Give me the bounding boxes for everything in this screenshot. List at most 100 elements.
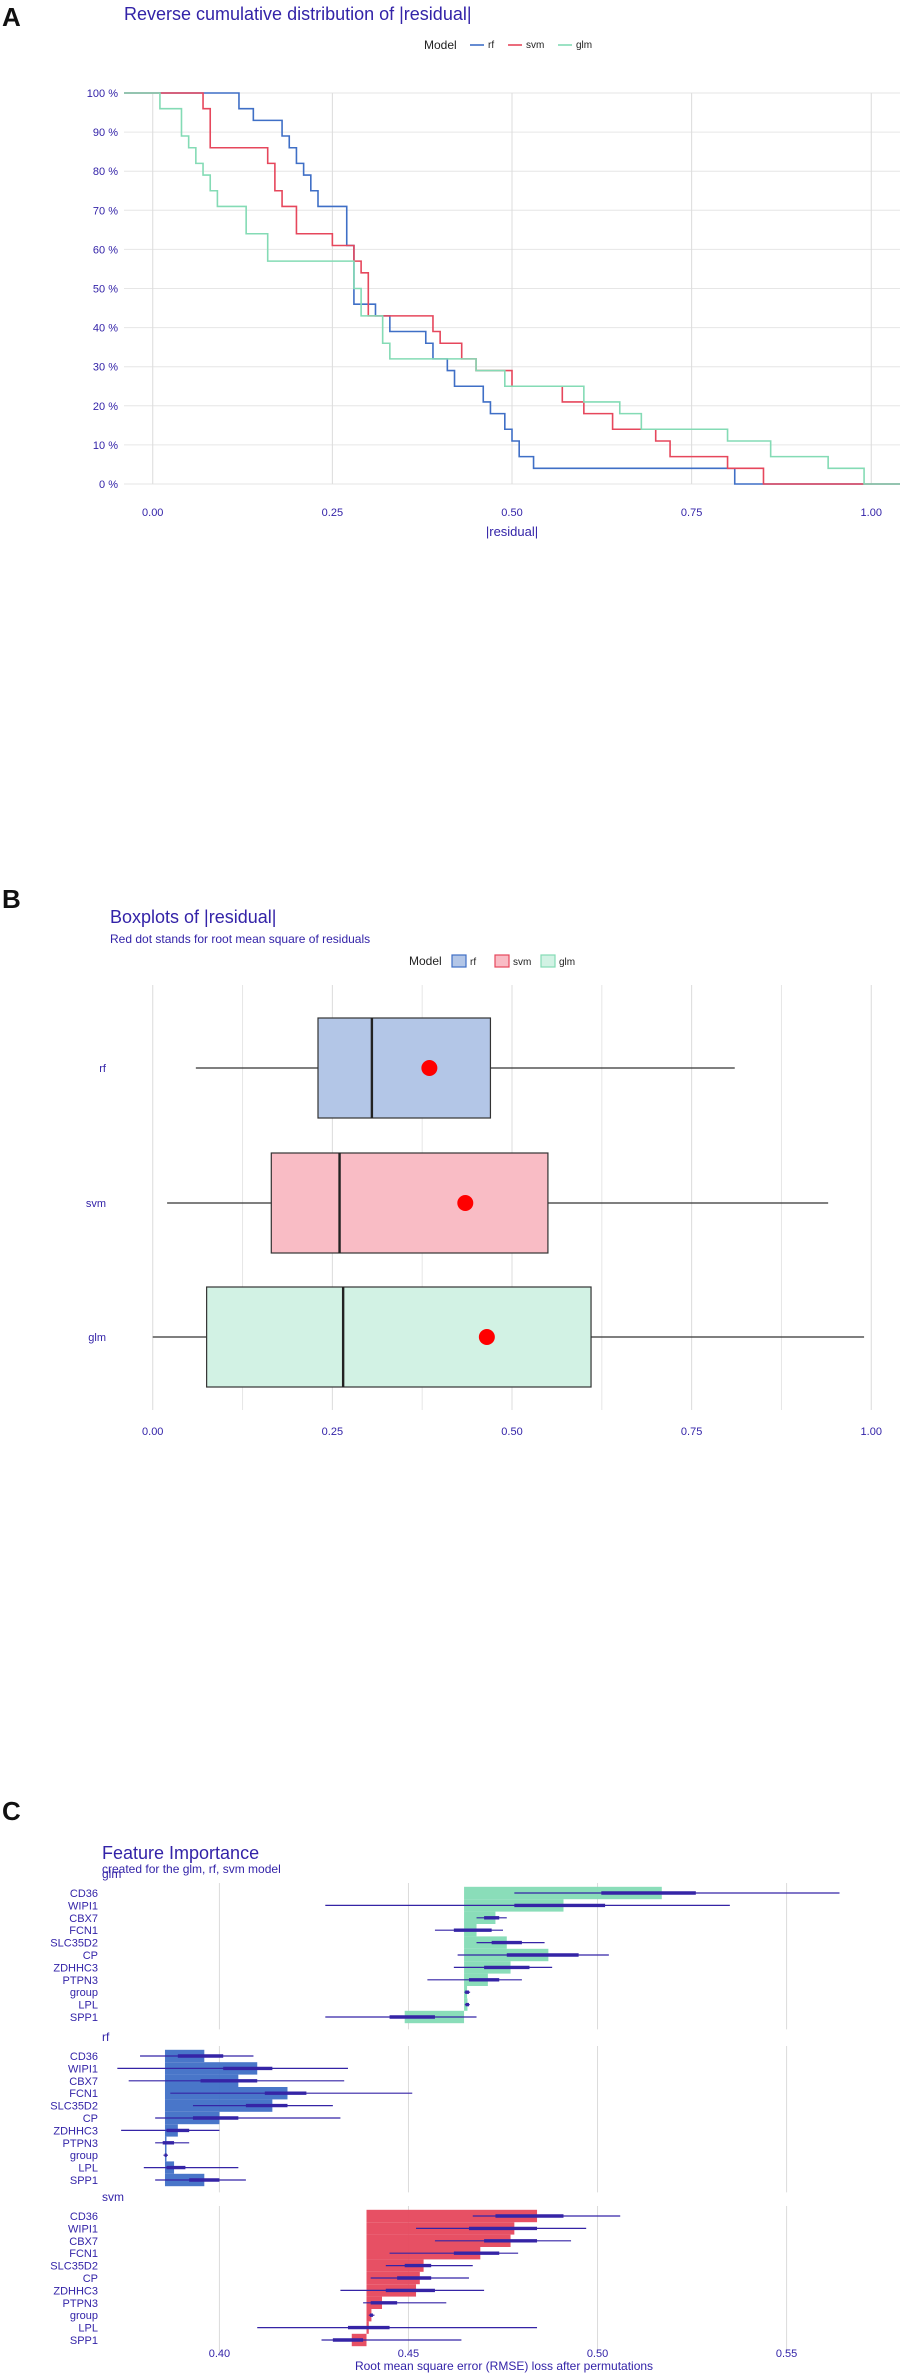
importance-feature-label: CD36 [70, 2051, 98, 2063]
importance-feature-label: CD36 [70, 2211, 98, 2223]
legend-label-svm: svm [513, 957, 531, 968]
importance-feature-label: group [70, 1987, 98, 1999]
importance-x-label: Root mean square error (RMSE) loss after… [355, 2359, 653, 2373]
importance-feature-label: PTPN3 [63, 1975, 98, 1987]
ecdf-y-tick-label: 100 % [87, 88, 118, 100]
boxplot-x-tick-label: 0.00 [142, 1426, 163, 1438]
importance-feature-label: ZDHHC3 [53, 2125, 98, 2137]
importance-feature-label: ZDHHC3 [53, 2285, 98, 2297]
importance-feature-label: CP [83, 2113, 98, 2125]
importance-feature-label: LPL [78, 2000, 98, 2012]
ecdf-x-tick-label: 0.50 [501, 507, 522, 519]
boxplot-x-tick-label: 0.25 [322, 1426, 343, 1438]
ecdf-grid: 0 % 10 % 20 % 30 % 40 % 50 % 60 % 70 % 80 % 90 % 1… [87, 88, 900, 519]
boxplot-boxes: rf svm glm [86, 1017, 865, 1388]
importance-facet-glm: glm CD36WIPI1CBX7FCN1SLC35D2CPZDHHC3PTPN3… [50, 1867, 840, 2030]
ecdf-legend-title: Model [424, 38, 457, 52]
ecdf-line-rf [124, 92, 900, 485]
ecdf-lines [124, 92, 900, 485]
panel-letter-a: A [2, 2, 21, 32]
ecdf-x-tick-label: 0.00 [142, 507, 163, 519]
importance-feature-label: PTPN3 [63, 2298, 98, 2310]
ecdf-chart: Reverse cumulative distribution of |resi… [87, 4, 900, 539]
importance-feature-label: CP [83, 2273, 98, 2285]
ecdf-title: Reverse cumulative distribution of |resi… [124, 4, 472, 24]
importance-feature-label: group [70, 2150, 98, 2162]
boxplot-x-tick-label: 0.75 [681, 1426, 702, 1438]
importance-subtitle: created for the glm, rf, svm model [102, 1862, 281, 1876]
boxplot-rmse-dot-rf [421, 1060, 438, 1076]
importance-x-tick-label: 0.40 [209, 2348, 230, 2360]
legend-label-glm: glm [576, 40, 592, 51]
ecdf-y-tick-label: 50 % [93, 284, 118, 296]
importance-x-tick-label: 0.50 [587, 2348, 608, 2360]
importance-feature-label: FCN1 [69, 2088, 98, 2100]
importance-feature-label: SPP1 [70, 2335, 98, 2347]
ecdf-x-label: |residual| [486, 524, 538, 539]
ecdf-line-svm [124, 92, 900, 485]
importance-facet-strip-svm: svm [102, 2190, 124, 2204]
ecdf-y-tick-label: 30 % [93, 362, 118, 374]
importance-feature-label: group [70, 2310, 98, 2322]
boxplot-subtitle: Red dot stands for root mean square of r… [110, 932, 370, 946]
importance-feature-label: CP [83, 1950, 98, 1962]
boxplot-category-label-svm: svm [86, 1198, 106, 1210]
importance-facet-strip-rf: rf [102, 2030, 110, 2044]
boxplot-box-svm [270, 1152, 549, 1254]
boxplot-title: Boxplots of |residual| [110, 907, 276, 927]
importance-feature-label: SPP1 [70, 2175, 98, 2187]
boxplot-chart: Boxplots of |residual| Red dot stands fo… [86, 907, 882, 1438]
boxplot-x-tick-label: 0.50 [501, 1426, 522, 1438]
boxplot-category-label-glm: glm [88, 1332, 106, 1344]
ecdf-x-tick-label: 1.00 [861, 507, 882, 519]
importance-feature-label: WIPI1 [68, 2223, 98, 2235]
boxplot-category-label-rf: rf [99, 1063, 107, 1075]
importance-feature-label: SLC35D2 [50, 1938, 98, 1950]
ecdf-y-tick-label: 60 % [93, 244, 118, 256]
importance-bar [366, 2209, 538, 2223]
ecdf-y-tick-label: 10 % [93, 440, 118, 452]
boxplot-rmse-dot-svm [457, 1195, 474, 1211]
importance-facets: glmCD36WIPI1CBX7FCN1SLC35D2CPZDHHC3PTPN3… [50, 1867, 840, 2360]
importance-feature-label: SPP1 [70, 2012, 98, 2024]
ecdf-legend: rf svm glm [470, 40, 592, 51]
importance-feature-label: CBX7 [69, 1913, 98, 1925]
legend-key-svm [494, 954, 510, 968]
legend-label-glm: glm [559, 957, 575, 968]
boxplot-legend: rf svm glm [451, 954, 575, 968]
importance-feature-label: ZDHHC3 [53, 1962, 98, 1974]
ecdf-x-tick-label: 0.75 [681, 507, 702, 519]
importance-feature-label: LPL [78, 2163, 98, 2175]
importance-feature-label: SLC35D2 [50, 2101, 98, 2113]
panel-letter-b: B [2, 884, 21, 914]
importance-feature-label: CD36 [70, 1888, 98, 1900]
ecdf-x-tick-label: 0.25 [322, 507, 343, 519]
importance-feature-label: PTPN3 [63, 2138, 98, 2150]
legend-key-glm [540, 954, 556, 968]
panel-letter-c: C [2, 1796, 21, 1826]
boxplot-rmse-dot-glm [478, 1329, 495, 1345]
ecdf-y-tick-label: 40 % [93, 323, 118, 335]
importance-title: Feature Importance [102, 1843, 259, 1863]
boxplot-legend-title: Model [409, 954, 442, 968]
importance-feature-label: FCN1 [69, 2248, 98, 2260]
ecdf-y-tick-label: 20 % [93, 401, 118, 413]
importance-x-tick-label: 0.45 [398, 2348, 419, 2360]
importance-chart: Feature Importance created for the glm, … [50, 1843, 840, 2373]
ecdf-line-glm [124, 92, 900, 485]
importance-feature-label: CBX7 [69, 2076, 98, 2088]
importance-feature-label: CBX7 [69, 2236, 98, 2248]
ecdf-y-tick-label: 0 % [99, 479, 118, 491]
boxplot-box-glm [206, 1286, 592, 1388]
importance-facet-strip-glm: glm [102, 1867, 121, 1881]
legend-key-rf [451, 954, 467, 968]
legend-label-rf: rf [470, 957, 476, 968]
importance-feature-label: SLC35D2 [50, 2261, 98, 2273]
boxplot-x-tick-label: 1.00 [861, 1426, 882, 1438]
importance-facet-rf: rf CD36WIPI1CBX7FCN1SLC35D2CPZDHHC3PTPN3g… [50, 2030, 788, 2193]
importance-feature-label: LPL [78, 2323, 98, 2335]
importance-feature-label: WIPI1 [68, 2063, 98, 2075]
importance-x-tick-label: 0.55 [776, 2348, 797, 2360]
legend-label-rf: rf [488, 40, 494, 51]
